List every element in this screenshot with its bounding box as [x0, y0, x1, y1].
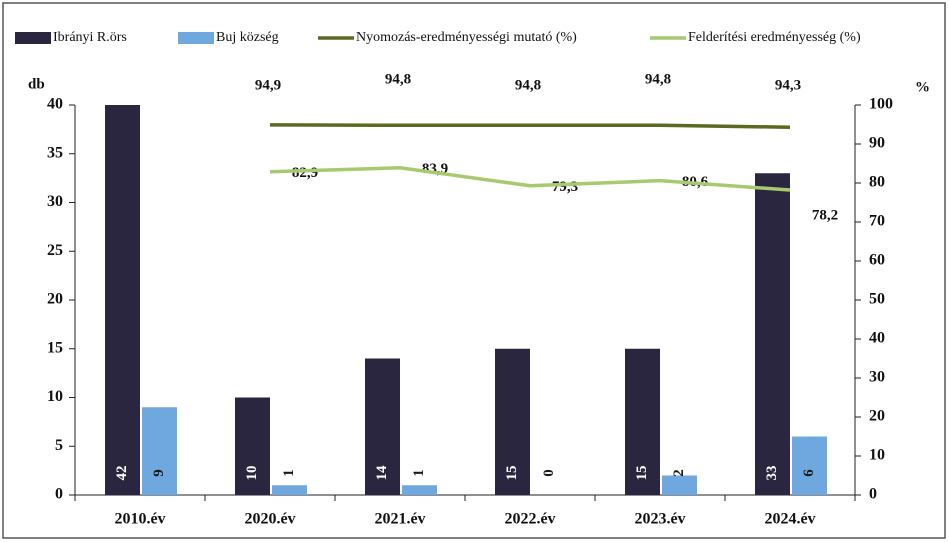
bar	[365, 358, 400, 495]
y2-axis-label: %	[915, 79, 930, 95]
legend-swatch	[178, 32, 214, 44]
bar	[662, 475, 697, 495]
y2-tick-label: 30	[869, 369, 885, 386]
bar-value-label: 42	[114, 466, 130, 481]
bar-value-label: 10	[244, 466, 260, 481]
legend-label: Buj község	[216, 30, 279, 45]
bar-value-label: 9	[151, 469, 167, 477]
y2-tick-label: 10	[869, 447, 885, 464]
bar-value-label: 1	[281, 469, 297, 477]
y2-tick-label: 100	[869, 96, 893, 113]
y-tick-label: 40	[47, 96, 63, 113]
y-tick-label: 5	[55, 437, 63, 454]
bar-value-label: 33	[764, 466, 780, 481]
line-value-label: 79,3	[552, 179, 578, 195]
y2-tick-label: 90	[869, 135, 885, 152]
bar	[625, 348, 660, 495]
line-value-label: 94,8	[515, 77, 541, 93]
bar	[142, 407, 177, 495]
bar-value-label: 15	[504, 466, 520, 481]
bar-value-label: 0	[541, 469, 557, 477]
line-value-label: 94,8	[385, 71, 411, 87]
x-tick-label: 2020.év	[244, 511, 295, 528]
x-tick-label: 2010.év	[114, 511, 165, 528]
bar	[272, 485, 307, 495]
bar	[235, 397, 270, 495]
bar-value-label: 2	[671, 469, 687, 477]
bar-value-label: 15	[634, 466, 650, 481]
line-value-label: 78,2	[812, 207, 838, 223]
y-tick-label: 25	[47, 242, 63, 259]
line	[269, 166, 791, 192]
y-axis-label: db	[28, 76, 45, 92]
y2-tick-label: 20	[869, 408, 885, 425]
legend-label: Felderítési eredményesség (%)	[688, 30, 861, 45]
bar	[755, 173, 790, 495]
line-value-label: 94,9	[255, 77, 281, 93]
y2-tick-label: 80	[869, 174, 885, 191]
line-value-label: 94,3	[775, 77, 801, 93]
y-tick-label: 10	[47, 388, 63, 405]
bar	[792, 436, 827, 495]
bar	[402, 485, 437, 495]
y-tick-label: 20	[47, 291, 63, 308]
y2-tick-label: 40	[869, 330, 885, 347]
x-tick-label: 2022.év	[504, 511, 555, 528]
x-tick-label: 2021.év	[374, 511, 425, 528]
bar-value-label: 14	[374, 465, 390, 481]
y-tick-label: 30	[47, 193, 63, 210]
legend-label: Nyomozás-eredményességi mutató (%)	[356, 30, 577, 45]
y2-tick-label: 50	[869, 291, 885, 308]
line-value-label: 82,9	[292, 165, 318, 181]
legend-label: Ibrányi R.örs	[53, 30, 127, 45]
y2-tick-label: 60	[869, 252, 885, 269]
bar	[495, 348, 530, 495]
y-tick-label: 15	[47, 339, 63, 356]
x-tick-label: 2024.év	[764, 511, 815, 528]
bar	[105, 105, 140, 495]
y-tick-label: 35	[47, 144, 63, 161]
bar-value-label: 6	[801, 469, 817, 477]
x-tick-label: 2023.év	[634, 511, 685, 528]
line-value-label: 94,8	[645, 71, 671, 87]
bar-value-label: 1	[411, 469, 427, 477]
legend-swatch	[15, 32, 51, 44]
y-tick-label: 0	[55, 486, 63, 503]
y2-tick-label: 70	[869, 213, 885, 230]
y2-tick-label: 0	[869, 486, 877, 503]
plot-area	[105, 105, 827, 495]
line	[269, 123, 791, 129]
